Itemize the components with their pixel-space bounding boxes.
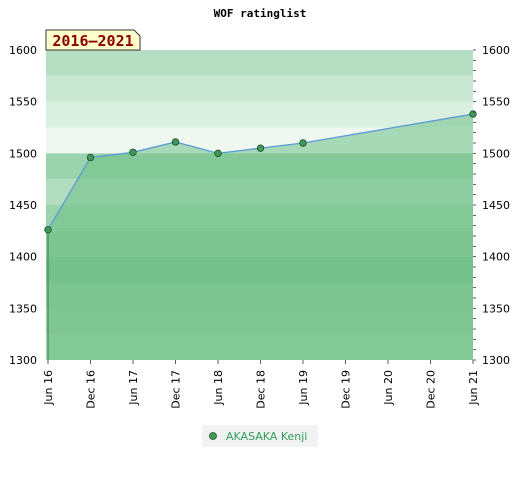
data-point	[129, 148, 137, 156]
y-tick-label-left: 1400	[9, 251, 37, 264]
x-tick-label: Dec 20	[425, 370, 438, 409]
chart-title: WOF ratinglist	[214, 7, 307, 20]
x-tick-label: Jun 20	[382, 370, 395, 406]
y-tick-label-right: 1500	[482, 147, 510, 160]
x-axis: Jun 16 Dec 16 Jun 17 Dec 17 Jun 18 Dec 18 Jun …	[42, 360, 480, 409]
y-tick-label-left: 1350	[9, 302, 37, 315]
legend-label: AKASAKA Kenji	[226, 430, 307, 443]
y-tick-label-left: 1600	[9, 44, 37, 57]
x-tick-label: Jun 16	[42, 370, 55, 406]
x-tick-label: Jun 17	[127, 370, 140, 406]
series-area	[48, 114, 473, 360]
y-tick-label-right: 1450	[482, 199, 510, 212]
series-line	[47, 113, 474, 231]
y-tick-label-right: 1300	[482, 354, 510, 367]
data-point	[214, 149, 222, 158]
y-tick-label-right: 1600	[482, 44, 510, 57]
y-tick-label-left: 1500	[9, 147, 37, 160]
legend-marker	[209, 432, 217, 440]
period-badge-text: 2016–2021	[52, 32, 133, 50]
x-tick-label: Dec 17	[170, 370, 183, 409]
x-tick-label: Jun 19	[297, 370, 310, 406]
x-tick-label: Dec 16	[85, 370, 98, 409]
data-point	[86, 153, 95, 162]
point-markers	[44, 110, 477, 234]
y-tick-label-right: 1550	[482, 96, 510, 109]
y-tick-label-left: 1300	[9, 354, 37, 367]
x-tick-label: Jun 21	[467, 370, 480, 406]
band	[46, 75, 473, 102]
data-point	[44, 226, 52, 234]
legend[interactable]: AKASAKA Kenji	[202, 425, 318, 447]
y-tick-label-right: 1400	[482, 251, 510, 264]
y-axis-left: 1300 1350 1400 1450 1500 1550 1600	[9, 44, 37, 367]
y-axis-right: 1300 1350 1400 1450 1500 1550 1600	[473, 44, 510, 367]
data-point	[171, 138, 180, 146]
y-tick-label-left: 1550	[9, 96, 37, 109]
y-tick-label-left: 1450	[9, 199, 37, 212]
data-point	[256, 144, 265, 152]
line-layer	[47, 113, 474, 360]
band	[46, 50, 473, 76]
x-tick-label: Dec 18	[255, 370, 268, 409]
x-tick-label: Dec 19	[340, 370, 353, 409]
x-tick-label: Jun 18	[212, 370, 225, 406]
data-point	[469, 110, 477, 118]
data-point	[299, 139, 307, 147]
area-layer	[48, 114, 473, 360]
y-tick-label-right: 1350	[482, 302, 510, 315]
period-badge: 2016–2021	[45, 29, 141, 51]
band	[46, 101, 473, 128]
